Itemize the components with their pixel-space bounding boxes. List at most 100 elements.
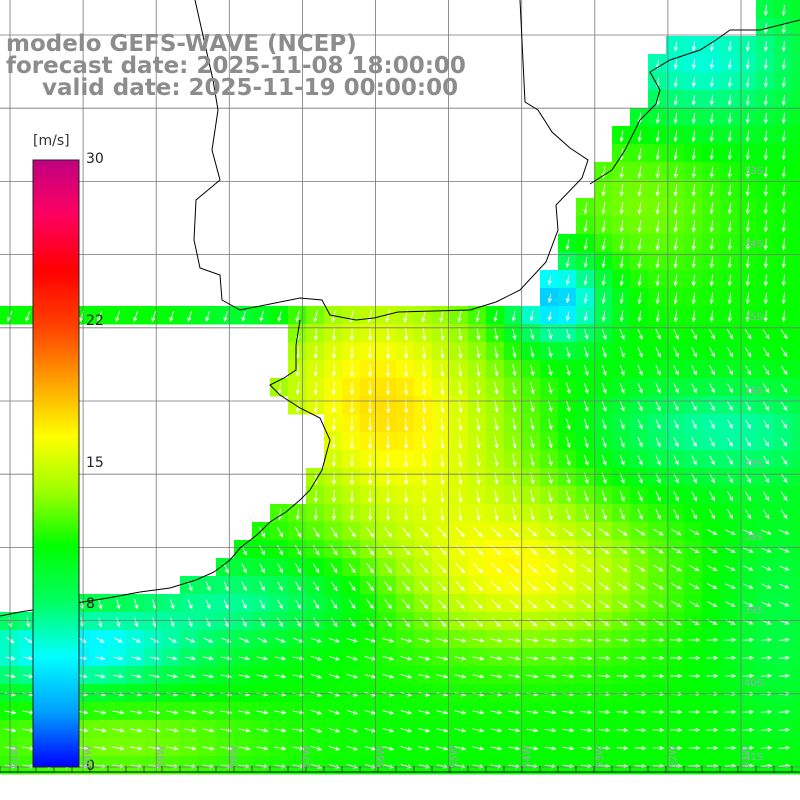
wind-arrow xyxy=(95,674,106,679)
wind-arrow xyxy=(598,764,611,769)
wind-cell xyxy=(486,450,505,469)
wind-arrow xyxy=(727,184,732,197)
wind-arrow xyxy=(419,526,429,538)
wind-cell xyxy=(90,612,109,631)
wind-arrow xyxy=(294,563,302,574)
wind-arrow xyxy=(385,435,391,450)
wind-cell xyxy=(360,738,379,757)
wind-arrow xyxy=(436,746,449,751)
wind-arrow xyxy=(562,563,574,573)
wind-cell xyxy=(18,648,37,667)
wind-cell xyxy=(576,396,595,415)
wind-cell xyxy=(666,702,685,721)
wind-cell xyxy=(450,666,469,685)
wind-arrow xyxy=(205,310,210,323)
wind-arrow xyxy=(709,347,716,358)
wind-arrow xyxy=(130,710,143,715)
wind-arrow xyxy=(366,599,374,610)
wind-cell xyxy=(648,54,667,73)
wind-arrow xyxy=(566,400,571,413)
wind-arrow xyxy=(673,148,678,161)
wind-arrow xyxy=(366,545,374,556)
wind-cell xyxy=(360,756,379,775)
wind-arrow xyxy=(313,490,318,503)
wind-arrow xyxy=(781,238,786,251)
wind-arrow xyxy=(437,581,447,592)
wind-arrow xyxy=(349,508,355,521)
wind-arrow xyxy=(295,617,302,628)
wind-arrow xyxy=(779,565,790,571)
wind-cell xyxy=(612,738,631,757)
wind-arrow xyxy=(422,453,427,468)
wind-cell xyxy=(558,432,577,451)
wind-arrow xyxy=(312,526,320,538)
wind-cell xyxy=(648,216,667,235)
wind-arrow xyxy=(95,637,105,643)
wind-arrow xyxy=(419,545,429,556)
wind-cell xyxy=(756,702,775,721)
wind-arrow xyxy=(94,746,107,751)
wind-cell xyxy=(324,360,343,379)
wind-arrow xyxy=(130,746,143,751)
wind-arrow xyxy=(727,166,732,179)
wind-arrow xyxy=(295,310,300,323)
wind-cell xyxy=(432,396,451,415)
wind-cell xyxy=(774,252,793,271)
wind-arrow xyxy=(727,274,732,287)
wind-arrow xyxy=(709,95,714,106)
wind-arrow xyxy=(148,746,161,751)
wind-arrow xyxy=(760,637,773,643)
wind-arrow xyxy=(328,673,341,679)
wind-arrow xyxy=(655,112,660,125)
wind-cell xyxy=(180,648,199,667)
wind-arrow xyxy=(349,381,355,396)
wind-cell xyxy=(0,702,19,721)
wind-arrow xyxy=(652,600,664,608)
wind-cell xyxy=(522,396,541,415)
wind-cell xyxy=(702,630,721,649)
wind-cell xyxy=(666,234,685,253)
wind-arrow xyxy=(619,274,624,287)
wind-arrow xyxy=(366,617,374,628)
wind-cell xyxy=(594,666,613,685)
wind-cell xyxy=(270,702,289,721)
wind-cell xyxy=(756,648,775,667)
wind-cell xyxy=(162,720,181,739)
wind-arrow xyxy=(673,346,679,358)
wind-cell xyxy=(414,684,433,703)
wind-arrow xyxy=(652,727,665,733)
wind-arrow xyxy=(566,364,571,377)
wind-arrow xyxy=(404,345,409,360)
wind-cell xyxy=(774,630,793,649)
wind-cell xyxy=(522,414,541,433)
wind-cell xyxy=(792,648,800,667)
wind-arrow xyxy=(727,365,734,376)
wind-arrow xyxy=(274,746,287,751)
wind-arrow xyxy=(779,601,790,607)
wind-cell xyxy=(540,630,559,649)
wind-cell xyxy=(702,702,721,721)
wind-arrow xyxy=(526,563,538,573)
wind-arrow xyxy=(310,673,323,679)
wind-arrow xyxy=(691,59,696,70)
wind-arrow xyxy=(619,490,625,503)
wind-cell xyxy=(396,738,415,757)
wind-arrow xyxy=(294,526,302,538)
wind-cell xyxy=(504,504,523,523)
latitude-label: 38S xyxy=(744,532,764,543)
wind-cell xyxy=(234,756,253,775)
wind-arrow xyxy=(509,599,520,609)
wind-cell xyxy=(558,756,577,775)
wind-arrow xyxy=(565,508,571,521)
wind-cell xyxy=(378,666,397,685)
wind-arrow xyxy=(724,745,737,751)
wind-arrow xyxy=(601,292,606,304)
wind-arrow xyxy=(616,638,629,643)
wind-arrow xyxy=(400,710,413,715)
longitude-label: 56W xyxy=(375,745,387,768)
wind-arrow xyxy=(530,364,535,377)
wind-cell xyxy=(414,738,433,757)
wind-cell xyxy=(756,216,775,235)
wind-cell xyxy=(720,738,739,757)
wind-arrow xyxy=(580,764,593,769)
